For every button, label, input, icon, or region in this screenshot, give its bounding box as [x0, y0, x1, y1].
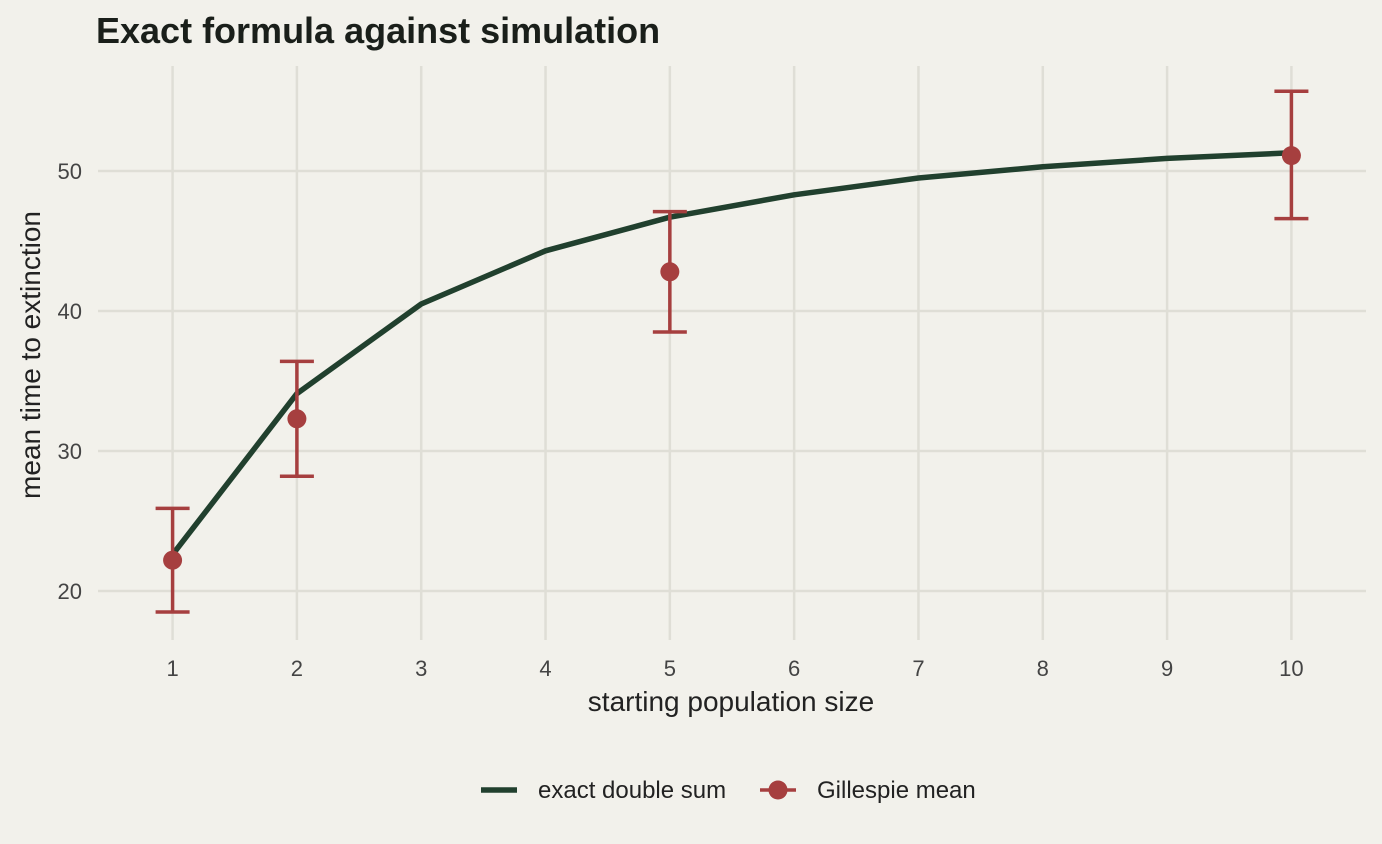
series-layer	[155, 89, 1309, 614]
x-tick-label: 4	[539, 656, 551, 681]
x-axis-title: starting population size	[588, 686, 874, 717]
y-tick-label: 20	[58, 579, 82, 604]
legend-key-point	[768, 780, 788, 800]
gillespie-point	[163, 550, 183, 570]
x-tick-label: 8	[1037, 656, 1049, 681]
x-axis-ticks: 1 2 3 4 5 6 7 8 9 10	[166, 656, 1303, 681]
gillespie-point	[1281, 146, 1301, 166]
gillespie-point-group	[652, 209, 687, 334]
y-tick-label: 30	[58, 439, 82, 464]
x-tick-label: 7	[912, 656, 924, 681]
x-tick-label: 2	[291, 656, 303, 681]
y-tick-label: 40	[58, 299, 82, 324]
y-axis-ticks: 20 30 40 50	[58, 159, 82, 604]
legend-label-exact-double-sum: exact double sum	[538, 777, 726, 804]
y-tick-label: 50	[58, 159, 82, 184]
gillespie-point-group	[279, 359, 314, 478]
gillespie-point	[660, 262, 680, 282]
gillespie-point-group	[155, 506, 190, 614]
gillespie-point-group	[1274, 89, 1309, 221]
legend-label-gillespie-mean: Gillespie mean	[817, 777, 976, 804]
x-tick-label: 3	[415, 656, 427, 681]
series-line-exact-double-sum	[170, 150, 1292, 557]
x-tick-label: 6	[788, 656, 800, 681]
x-tick-label: 5	[664, 656, 676, 681]
legend: exact double sum Gillespie mean	[481, 777, 976, 804]
y-axis-title: mean time to extinction	[15, 211, 46, 499]
chart-title: Exact formula against simulation	[96, 10, 660, 51]
grid-lines	[98, 66, 1366, 640]
x-tick-label: 1	[166, 656, 178, 681]
x-tick-label: 10	[1279, 656, 1303, 681]
gillespie-point	[287, 409, 307, 429]
x-tick-label: 9	[1161, 656, 1173, 681]
